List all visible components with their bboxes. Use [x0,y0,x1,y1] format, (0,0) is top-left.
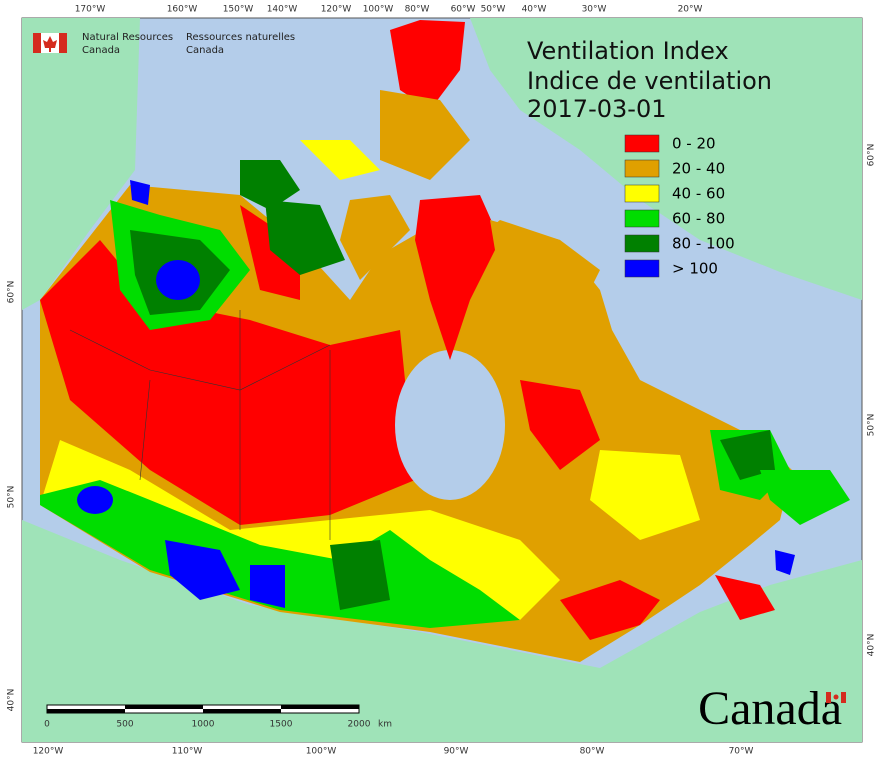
scale-label: 1000 [192,720,215,730]
canada-ventilation [40,20,850,662]
graticule-top: 30°W [582,5,607,15]
agency-fr: Ressources naturelles [186,32,295,43]
graticule-top: 170°W [75,5,106,15]
graticule-top: 40°W [522,5,547,15]
title-fr: Indice de ventilation [527,67,772,95]
graticule-right: 50°N [867,414,877,437]
title-en: Ventilation Index [527,37,729,65]
graticule-top: 50°W [481,5,506,15]
legend-label: > 100 [672,260,718,278]
legend-swatch [624,184,660,203]
date: 2017-03-01 [527,95,666,123]
graticule-left: 60°N [7,281,17,304]
graticule-top: 20°W [678,5,703,15]
graticule-bottom: 100°W [306,747,337,757]
scale-bar [46,704,360,714]
legend-label: 20 - 40 [672,160,725,178]
legend-swatch [624,259,660,278]
graticule-bottom: 110°W [172,747,203,757]
land-outside [22,18,862,742]
agency-fr-2: Canada [186,45,224,56]
wordmark-flag [826,692,846,703]
legend-swatch [624,234,660,253]
wordmark: Canada [698,682,842,735]
agency-en: Natural Resources [82,32,173,43]
scale-label: 0 [44,720,50,730]
legend-swatch [624,159,660,178]
graticule-top: 100°W [363,5,394,15]
graticule-bottom: 70°W [729,747,754,757]
nrcan-logo [33,33,67,53]
graticule-top: 150°W [223,5,254,15]
legend-label: 80 - 100 [672,235,735,253]
graticule-top: 120°W [321,5,352,15]
graticule-top: 80°W [405,5,430,15]
graticule-right: 40°N [867,634,877,657]
legend-label: 60 - 80 [672,210,725,228]
graticule-top: 160°W [167,5,198,15]
agency-en-2: Canada [82,45,120,56]
legend-swatch [624,134,660,153]
graticule-left: 40°N [7,689,17,712]
boundaries [69,310,331,540]
legend-swatch [624,209,660,228]
scale-label: 2000 [348,720,371,730]
legend-label: 40 - 60 [672,185,725,203]
scale-label: 1500 [270,720,293,730]
scale-unit: km [378,720,392,730]
graticule-bottom: 90°W [444,747,469,757]
graticule-top: 140°W [267,5,298,15]
graticule-bottom: 80°W [580,747,605,757]
legend-label: 0 - 20 [672,135,716,153]
graticule-bottom: 120°W [33,747,64,757]
graticule-left: 50°N [7,486,17,509]
graticule-right: 60°N [867,144,877,167]
graticule-top: 60°W [451,5,476,15]
scale-label: 500 [116,720,133,730]
